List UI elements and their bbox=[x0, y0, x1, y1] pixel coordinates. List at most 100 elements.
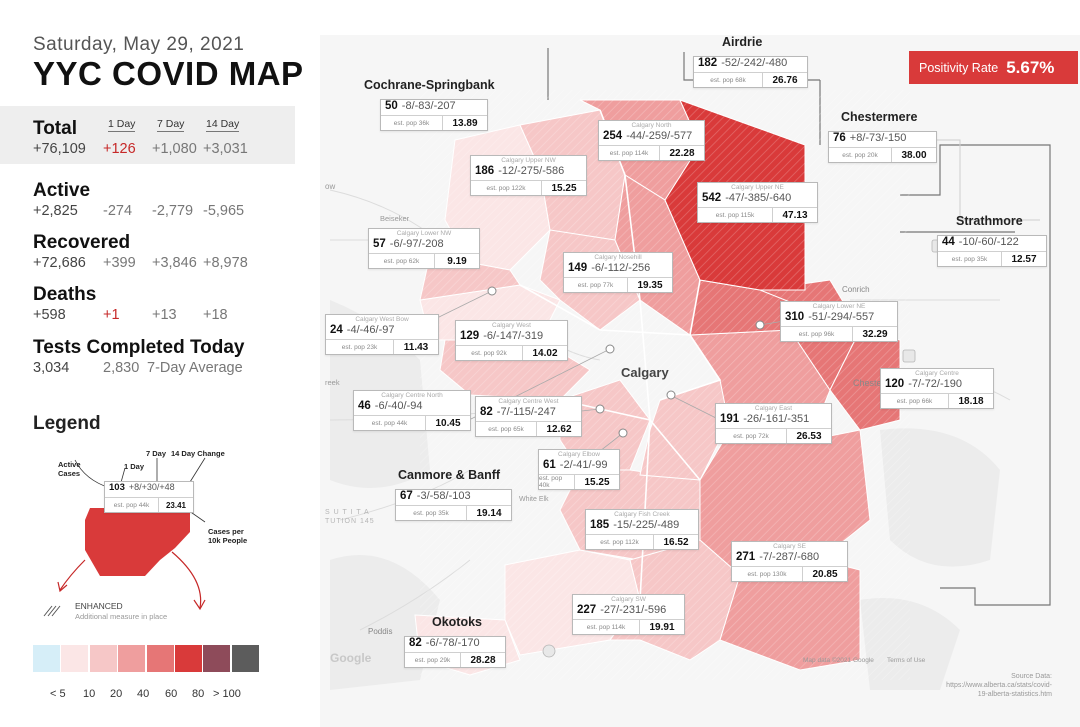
total-label: Total bbox=[33, 118, 77, 139]
est-population: est. pop 92k bbox=[456, 346, 523, 360]
active-count: 542 bbox=[702, 192, 722, 204]
deaths-14day: +18 bbox=[203, 307, 228, 323]
cases-per-10k: 28.28 bbox=[470, 654, 496, 666]
enhanced-hatch-icon bbox=[43, 605, 61, 617]
map-data-credit: Map data ©2021 Google bbox=[803, 657, 874, 664]
cases-per-10k: 19.35 bbox=[637, 279, 663, 291]
district-box: Calgary Upper NE 542 -47/-385/-640 est. pop… bbox=[697, 182, 818, 223]
active-count: 57 bbox=[373, 238, 386, 250]
color-scale-swatch bbox=[89, 645, 117, 672]
cases-per-10k: 26.53 bbox=[796, 430, 822, 442]
source-url[interactable]: https://www.alberta.ca/stats/covid-19-al… bbox=[946, 682, 1052, 698]
legend-ann-7day: 7 Day bbox=[146, 449, 167, 458]
district-name: Calgary Upper NE bbox=[731, 184, 784, 191]
region-title-chestermere: Chestermere bbox=[841, 110, 918, 124]
total-value: +76,109 bbox=[33, 141, 86, 157]
district-box: Calgary West Bow 24 -4/-46/-97 est. pop 23k… bbox=[325, 314, 439, 355]
region-box: 76 +8/-73/-150 est. pop 20k 38.00 bbox=[828, 131, 937, 163]
legend-sample-rate: 23.41 bbox=[165, 500, 187, 510]
cases-per-10k: 12.62 bbox=[546, 423, 572, 435]
color-scale-swatch bbox=[33, 645, 60, 672]
cases-per-10k: 12.57 bbox=[1011, 253, 1037, 265]
color-scale-swatch bbox=[175, 645, 202, 672]
case-changes: -47/-385/-640 bbox=[725, 192, 792, 204]
district-box: Calgary East 191 -26/-161/-351 est. pop 72k… bbox=[715, 403, 832, 444]
cases-per-10k: 26.76 bbox=[772, 74, 798, 86]
case-changes: -6/-97/-208 bbox=[389, 238, 444, 250]
est-population: est. pop 114k bbox=[599, 146, 660, 160]
color-scale-label: 40 bbox=[137, 688, 150, 700]
active-7day: -2,779 bbox=[152, 203, 194, 219]
deaths-1day: +1 bbox=[103, 307, 120, 323]
district-name: Calgary Centre West bbox=[498, 398, 559, 405]
case-changes: +8/-73/-150 bbox=[849, 132, 907, 144]
cases-per-10k: 13.89 bbox=[452, 117, 478, 129]
calgary-label: Calgary bbox=[621, 365, 669, 380]
est-population: est. pop 130k bbox=[732, 567, 803, 581]
color-scale-swatch bbox=[118, 645, 146, 672]
district-box: Calgary Elbow 61 -2/-41/-99 est. pop 40k 15.… bbox=[538, 449, 620, 490]
est-population: est. pop 65k bbox=[476, 422, 537, 436]
institute-label: S U T I T A TUTION 145 bbox=[325, 509, 375, 525]
recovered-1day: +399 bbox=[103, 255, 136, 271]
district-box: Calgary Nosehill 149 -6/-112/-256 est. pop … bbox=[563, 252, 673, 293]
case-changes: -6/-112/-256 bbox=[591, 262, 651, 274]
district-box: Calgary Centre 120 -7/-72/-190 est. pop 66k… bbox=[880, 368, 994, 409]
total-stat-panel bbox=[0, 106, 295, 164]
region-box: 50 -8/-83/-207 est. pop 36k 13.89 bbox=[380, 99, 488, 131]
active-count: 186 bbox=[475, 165, 495, 177]
cases-per-10k: 14.02 bbox=[532, 347, 558, 359]
active-count: 46 bbox=[358, 400, 371, 412]
legend-ann-per10k: Cases per 10k People bbox=[208, 527, 248, 545]
cases-per-10k: 20.85 bbox=[812, 568, 838, 580]
case-changes: -7/-287/-680 bbox=[759, 551, 820, 563]
covid-map bbox=[320, 35, 1080, 727]
district-box: Calgary SW 227 -27/-231/-596 est. pop 114k 1… bbox=[572, 594, 685, 635]
vow-label: ow bbox=[325, 182, 336, 191]
case-changes: -52/-242/-480 bbox=[721, 57, 788, 69]
est-population: est. pop 62k bbox=[369, 254, 435, 268]
beiseker-label: Beiseker bbox=[380, 214, 410, 223]
active-count: 82 bbox=[480, 406, 493, 418]
region-title-canmore: Canmore & Banff bbox=[398, 468, 501, 482]
active-count: 50 bbox=[385, 100, 398, 112]
terms-of-use-link[interactable]: Terms of Use bbox=[887, 657, 926, 664]
color-scale-swatch bbox=[231, 645, 259, 672]
district-name: Calgary Lower NW bbox=[396, 230, 452, 237]
active-label: Active bbox=[33, 180, 91, 201]
district-name: Calgary North bbox=[631, 122, 672, 129]
district-name: Calgary West Bow bbox=[355, 316, 409, 323]
region-title-cochrane: Cochrane-Springbank bbox=[364, 78, 495, 92]
color-scale-label: > 100 bbox=[213, 688, 241, 700]
case-changes: -10/-60/-122 bbox=[958, 236, 1019, 248]
active-count: 129 bbox=[460, 330, 480, 342]
region-box: 44 -10/-60/-122 est. pop 35k 12.57 bbox=[937, 235, 1047, 267]
case-changes: -51/-294/-557 bbox=[808, 311, 875, 323]
col-header-14day: 14 Day bbox=[206, 118, 240, 132]
color-scale-swatch bbox=[203, 645, 231, 672]
region-box: 82 -6/-78/-170 est. pop 29k 28.28 bbox=[404, 636, 506, 668]
tests-avg-label: 7-Day Average bbox=[147, 360, 243, 376]
cases-per-10k: 9.19 bbox=[447, 255, 467, 267]
total-14day: +3,031 bbox=[203, 141, 248, 157]
active-count: 149 bbox=[568, 262, 588, 274]
case-changes: -27/-231/-596 bbox=[600, 604, 667, 616]
cases-per-10k: 11.43 bbox=[403, 341, 429, 353]
legend-ann-14day: 14 Day Change bbox=[171, 449, 225, 458]
active-count: 61 bbox=[543, 459, 556, 471]
active-count: 191 bbox=[720, 413, 740, 425]
source-data: Source Data: https://www.alberta.ca/stat… bbox=[942, 672, 1052, 699]
district-box: Calgary Lower NE 310 -51/-294/-557 est. pop… bbox=[780, 301, 898, 342]
legend-enhanced-title: ENHANCED bbox=[75, 601, 123, 611]
poddis-label: Poddis bbox=[368, 627, 393, 636]
active-count: 227 bbox=[577, 604, 597, 616]
district-name: Calgary Fish Creek bbox=[614, 511, 670, 518]
active-count: 310 bbox=[785, 311, 805, 323]
active-count: 120 bbox=[885, 378, 905, 390]
case-changes: -6/-147/-319 bbox=[483, 330, 544, 342]
case-changes: -12/-275/-586 bbox=[498, 165, 565, 177]
region-box: 67 -3/-58/-103 est. pop 35k 19.14 bbox=[395, 489, 512, 521]
color-scale-label: 80 bbox=[192, 688, 205, 700]
deaths-value: +598 bbox=[33, 307, 66, 323]
est-population: est. pop 35k bbox=[938, 252, 1002, 266]
